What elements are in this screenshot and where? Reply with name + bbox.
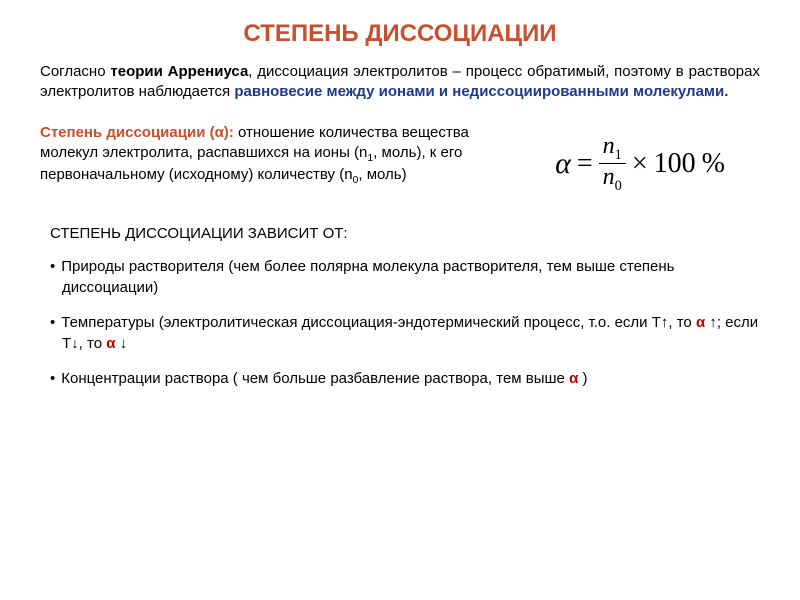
definition-row: Степень диссоциации (α): отношение колич… <box>40 123 760 195</box>
list-item: Концентрации раствора ( чем больше разба… <box>50 368 760 389</box>
item3-alpha: α <box>569 370 578 387</box>
den-sub: 0 <box>615 178 622 194</box>
item2-c: ↓ <box>115 335 127 352</box>
intro-paragraph: Согласно теории Аррениуса, диссоциация э… <box>40 62 760 103</box>
item3-a: Концентрации раствора ( чем больше разба… <box>61 370 569 387</box>
list-item: Природы растворителя (чем более полярна … <box>50 256 760 298</box>
intro-text-1: Согласно <box>40 63 110 80</box>
item2-alpha1: α <box>696 314 705 331</box>
item3-b: ) <box>578 370 587 387</box>
page-title: СТЕПЕНЬ ДИССОЦИАЦИИ <box>40 20 760 48</box>
item1-text: Природы растворителя (чем более полярна … <box>61 258 674 296</box>
formula-times: × <box>632 148 648 180</box>
item2-a: Температуры (электролитическая диссоциац… <box>61 314 696 331</box>
den-n: n <box>603 164 615 190</box>
definition-text: Степень диссоциации (α): отношение колич… <box>40 123 500 188</box>
theory-name: теории Аррениуса <box>110 63 248 80</box>
formula-numerator: n1 <box>599 133 626 164</box>
definition-label: Степень диссоциации (α): <box>40 124 234 141</box>
depends-title: СТЕПЕНЬ ДИССОЦИАЦИИ ЗАВИСИТ ОТ: <box>50 223 760 244</box>
def-text-3: , моль) <box>358 166 406 183</box>
formula: α = n1 n0 ×100% <box>520 123 760 195</box>
depends-list: Природы растворителя (чем более полярна … <box>50 256 760 389</box>
formula-eq: = <box>577 148 593 180</box>
equilibrium-phrase: равновесие между ионами и недиссоциирова… <box>234 83 728 100</box>
formula-alpha: α <box>555 147 571 181</box>
num-sub: 1 <box>615 146 622 162</box>
num-n: n <box>603 133 615 159</box>
formula-percent: % <box>702 148 725 180</box>
formula-fraction: n1 n0 <box>599 133 626 195</box>
depends-section: СТЕПЕНЬ ДИССОЦИАЦИИ ЗАВИСИТ ОТ: Природы … <box>40 223 760 389</box>
list-item: Температуры (электролитическая диссоциац… <box>50 312 760 354</box>
formula-hundred: 100 <box>654 148 696 180</box>
formula-denominator: n0 <box>599 163 626 195</box>
